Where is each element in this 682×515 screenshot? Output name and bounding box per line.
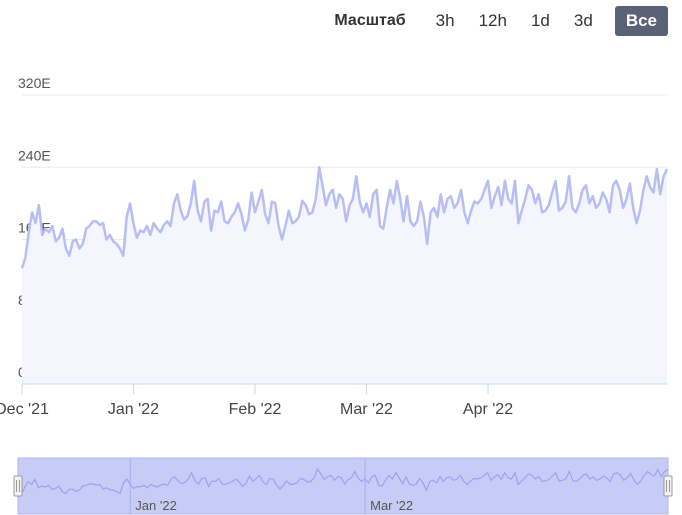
x-tick-label: Feb '22 bbox=[229, 401, 282, 418]
navigator-right-handle[interactable] bbox=[663, 475, 673, 497]
zoom-label: Масштаб bbox=[334, 12, 406, 29]
zoom-1d-button[interactable]: 1d bbox=[519, 6, 562, 36]
zoom-3h-button[interactable]: 3h bbox=[424, 6, 467, 36]
zoom-3d-button[interactable]: 3d bbox=[562, 6, 605, 36]
navigator-series bbox=[17, 467, 669, 498]
navigator-range[interactable] bbox=[17, 457, 669, 515]
x-tick-label: Mar '22 bbox=[340, 401, 393, 418]
series-line bbox=[20, 166, 669, 269]
navigator-tick-label: Jan '22 bbox=[135, 498, 177, 513]
y-tick-label: 240E bbox=[18, 147, 51, 163]
x-tick-label: Jan '22 bbox=[108, 401, 159, 418]
x-tick-label: Apr '22 bbox=[463, 401, 513, 418]
x-tick-label: Dec '21 bbox=[0, 401, 49, 418]
zoom-12h-button[interactable]: 12h bbox=[467, 6, 519, 36]
navigator-tick-label: Mar '22 bbox=[370, 498, 413, 513]
navigator-left-handle[interactable] bbox=[13, 475, 23, 497]
zoom-selector: Масштаб 3h 12h 1d 3d Все bbox=[334, 6, 668, 36]
y-tick-label: 320E bbox=[18, 75, 51, 91]
series-area bbox=[22, 167, 667, 384]
zoom-all-button[interactable]: Все bbox=[614, 6, 668, 36]
